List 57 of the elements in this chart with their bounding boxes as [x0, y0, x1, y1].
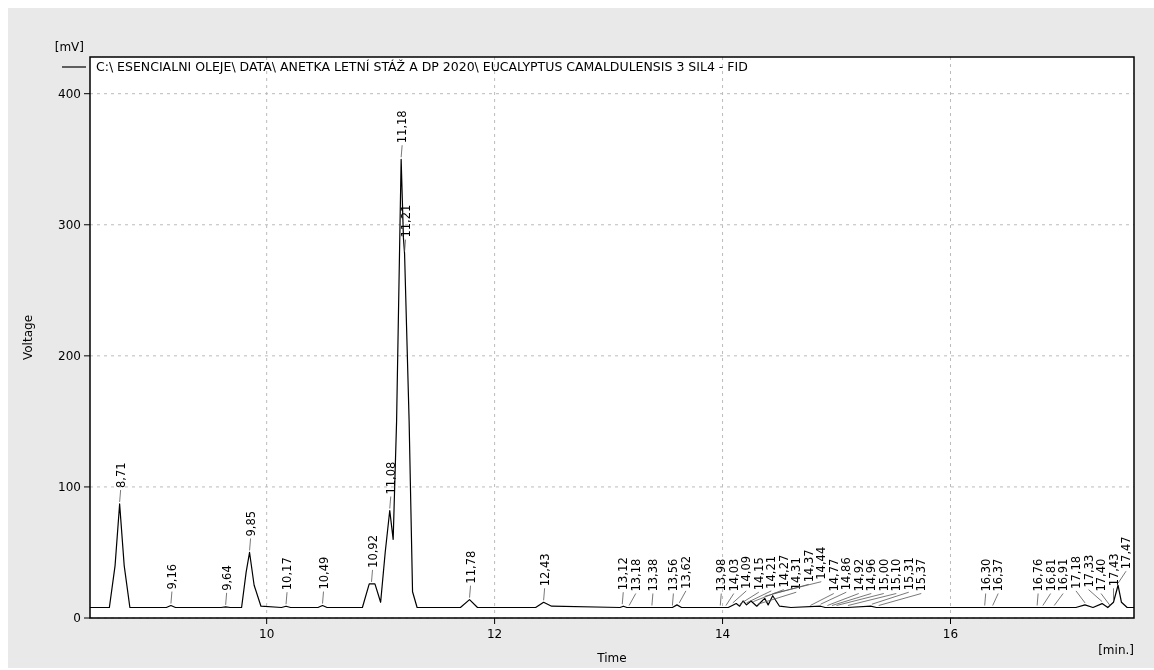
- annotation: 8,71: [113, 462, 128, 488]
- annotation: 15,31: [901, 557, 916, 591]
- annotation: 16,81: [1043, 558, 1058, 592]
- x-axis-title: Time: [596, 651, 627, 665]
- annotation: 11,21: [398, 204, 413, 238]
- annotation: 17,18: [1069, 555, 1083, 589]
- annotation: 10,92: [365, 534, 380, 568]
- y-tick-label: 100: [58, 479, 81, 494]
- text: [mV]: [54, 40, 84, 54]
- annotation: 10,49: [316, 556, 331, 590]
- annotation: 15,10: [889, 558, 904, 592]
- annotation: 11,78: [463, 550, 478, 584]
- annotation: 13,12: [616, 557, 631, 591]
- annotation: 17,33: [1081, 554, 1096, 588]
- annotation: 9,85: [243, 510, 258, 537]
- annotation: 15,37: [914, 558, 929, 592]
- annotation: 14,27: [776, 554, 791, 588]
- annotation: 9,16: [164, 563, 179, 590]
- annotation: 14,15: [751, 557, 766, 591]
- annotation: 14,44: [814, 546, 829, 580]
- x-tick-label: 14: [714, 627, 731, 641]
- annotation: 17,47: [1119, 536, 1133, 570]
- y-tick-label: 200: [58, 348, 81, 363]
- y-tick-label: 400: [58, 86, 81, 101]
- annotation: 14,77: [826, 558, 841, 592]
- y-tick-label: 300: [58, 217, 81, 232]
- annotation: 14,03: [726, 558, 741, 592]
- annotation: 16,37: [991, 558, 1006, 592]
- annotation: 14,37: [801, 549, 816, 583]
- annotation: 9,64: [219, 565, 234, 591]
- annotation: 16,76: [1031, 558, 1046, 592]
- annotation: 13,98: [714, 558, 729, 592]
- annotation: 14,09: [739, 555, 754, 589]
- annotation: 14,96: [864, 558, 879, 592]
- annotation: 17,40: [1094, 558, 1108, 592]
- annotation: 14,21: [764, 555, 779, 589]
- legend-label: C:\ ESENCIALNI OLEJE\ DATA\ ANETKA LETNÍ STÁŽ A DP 2020\ EUCALYPTUS CAMALDULENSIS 3 SIL4 - FID: [96, 59, 748, 74]
- annotation: 13,38: [645, 558, 660, 592]
- annotation: 11,18: [395, 110, 410, 144]
- annotation: 15,00: [876, 558, 891, 592]
- x-tick-label: 16: [942, 627, 959, 641]
- annotation: 13,62: [678, 555, 693, 589]
- y-axis-title: Voltage: [21, 314, 35, 361]
- annotation: 17,43: [1106, 553, 1121, 587]
- y-tick-label: 0: [73, 611, 81, 625]
- x-tick-label: 12: [486, 627, 503, 641]
- annotation: 13,18: [628, 558, 643, 592]
- annotation: 14,86: [839, 557, 854, 591]
- annotation: 10,17: [280, 557, 295, 591]
- annotation: 12,43: [537, 553, 552, 587]
- x-tick-label: 10: [259, 627, 275, 641]
- annotation: 14,31: [789, 557, 804, 591]
- text: [min.]: [1098, 643, 1134, 657]
- annotation: 13,56: [666, 558, 681, 592]
- annotation: 16,30: [978, 558, 993, 592]
- annotation: 14,92: [851, 558, 866, 592]
- annotation: 16,91: [1056, 558, 1071, 592]
